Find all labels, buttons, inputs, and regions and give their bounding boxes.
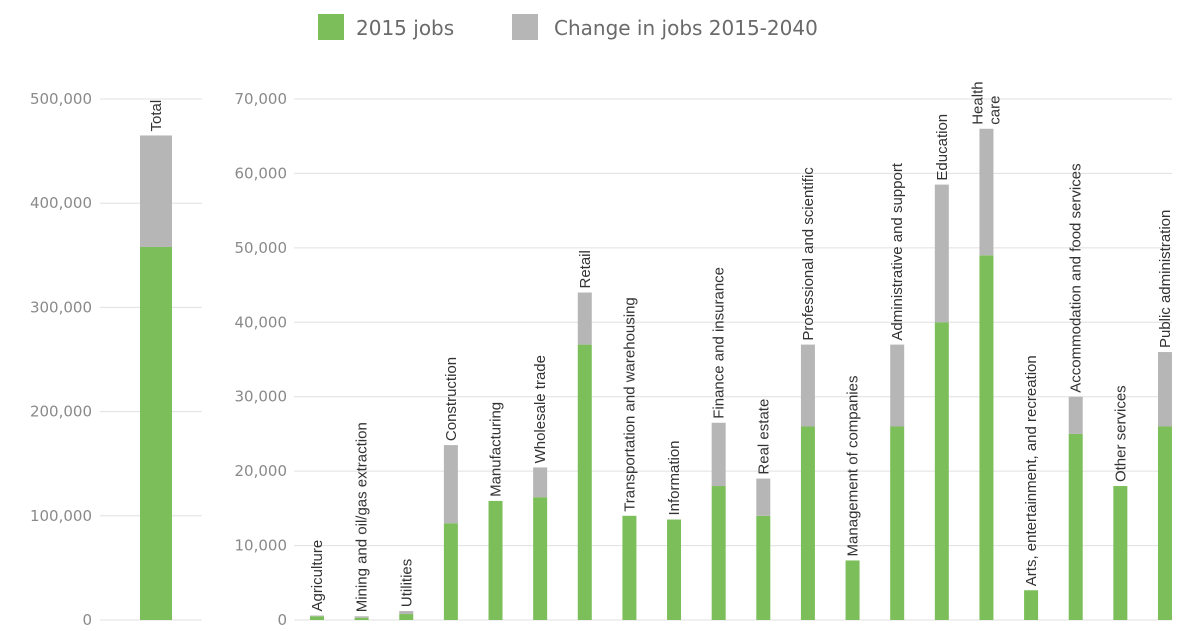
bar-agriculture-change xyxy=(310,615,324,617)
category-label-arts-entertainment-and-recreation: Arts, entertainment, and recreation xyxy=(1023,355,1040,586)
bar-public-administration-jobs-2015 xyxy=(1157,426,1172,620)
category-label-construction: Construction xyxy=(443,357,460,441)
category-label-administrative-and-support: Administrative and support xyxy=(889,162,906,340)
y-tick-label: 300,000 xyxy=(30,298,92,316)
bar-mining-and-oil-gas-extraction-jobs-2015 xyxy=(354,617,369,620)
bar-accommodation-and-food-services-change xyxy=(1068,396,1083,434)
category-label-utilities: Utilities xyxy=(398,559,415,607)
category-label-finance-and-insurance: Finance and insurance xyxy=(711,267,728,419)
bar-other-services-jobs-2015 xyxy=(1113,486,1128,620)
y-tick-label: 20,000 xyxy=(235,462,288,480)
bar-professional-and-scientific-jobs-2015 xyxy=(800,426,815,620)
legend: 2015 jobs Change in jobs 2015-2040 xyxy=(318,14,818,40)
y-tick-label: 0 xyxy=(82,611,92,629)
bar-retail-change xyxy=(577,292,592,345)
category-label-accommodation-and-food-services: Accommodation and food services xyxy=(1068,163,1085,392)
bar-real-estate-change xyxy=(756,478,771,516)
bar-wholesale-trade-jobs-2015 xyxy=(533,497,548,620)
bar-administrative-and-support-change xyxy=(890,344,905,427)
bar-manufacturing-jobs-2015 xyxy=(488,500,503,620)
y-tick-label: 50,000 xyxy=(235,239,288,257)
bar-administrative-and-support-jobs-2015 xyxy=(890,426,905,620)
bar-mining-and-oil-gas-extraction-change xyxy=(354,616,369,618)
category-label-other-services: Other services xyxy=(1112,385,1129,482)
category-label-mining-and-oil-gas-extraction: Mining and oil/gas extraction xyxy=(354,422,371,612)
category-label-transportation-and-warehousing: Transportation and warehousing xyxy=(621,297,638,512)
category-label-information: Information xyxy=(666,440,683,515)
bar-information-jobs-2015 xyxy=(667,519,682,620)
bar-accommodation-and-food-services-jobs-2015 xyxy=(1068,433,1083,620)
left-category-labels: Total xyxy=(148,100,165,132)
y-tick-label: 70,000 xyxy=(235,90,288,108)
bar-wholesale-trade-change xyxy=(533,467,548,498)
category-label-agriculture: Agriculture xyxy=(309,540,326,612)
bar-agriculture-jobs-2015 xyxy=(310,616,324,620)
y-tick-label: 30,000 xyxy=(235,388,288,406)
category-label-professional-and-scientific: Professional and scientific xyxy=(800,167,817,341)
bar-construction-change xyxy=(443,445,458,524)
bar-education-change xyxy=(934,184,949,323)
category-label-education: Education xyxy=(934,114,951,181)
right-grid xyxy=(294,98,1172,621)
left-bars xyxy=(140,135,172,621)
bar-professional-and-scientific-change xyxy=(800,344,815,427)
bar-total-jobs-2015 xyxy=(140,246,172,621)
legend-swatch-change xyxy=(512,14,538,40)
category-label-health-care-2: care xyxy=(986,96,1003,125)
bar-management-of-companies-jobs-2015 xyxy=(845,560,860,620)
category-label-management-of-companies: Management of companies xyxy=(845,376,862,557)
y-tick-label: 60,000 xyxy=(235,164,288,182)
legend-swatch-2015-jobs xyxy=(318,14,344,40)
bar-utilities-jobs-2015 xyxy=(399,614,414,620)
bar-finance-and-insurance-jobs-2015 xyxy=(711,486,726,620)
bar-health-care-change xyxy=(979,128,994,256)
bar-public-administration-change xyxy=(1157,352,1172,427)
y-tick-label: 400,000 xyxy=(30,194,92,212)
bar-health-care-jobs-2015 xyxy=(979,255,994,621)
right-bars xyxy=(310,128,1172,621)
bar-real-estate-jobs-2015 xyxy=(756,515,771,620)
y-tick-label: 100,000 xyxy=(30,507,92,525)
y-tick-label: 10,000 xyxy=(235,537,288,555)
category-label-retail: Retail xyxy=(577,250,594,288)
y-tick-label: 500,000 xyxy=(30,90,92,108)
bar-utilities-change xyxy=(399,611,414,615)
left-y-axis: 0 100,000 200,000 300,000 400,000 500,000 xyxy=(30,90,92,629)
category-label-wholesale-trade: Wholesale trade xyxy=(532,355,549,463)
category-label-total: Total xyxy=(148,100,165,132)
bar-arts-entertainment-and-recreation-jobs-2015 xyxy=(1024,590,1039,620)
right-category-labels: Agriculture Mining and oil/gas extraction… xyxy=(309,81,1174,612)
y-tick-label: 0 xyxy=(277,611,287,629)
y-tick-label: 200,000 xyxy=(30,403,92,421)
category-label-real-estate: Real estate xyxy=(755,399,772,475)
bar-finance-and-insurance-change xyxy=(711,422,726,487)
category-label-manufacturing: Manufacturing xyxy=(488,402,505,497)
right-y-axis: 0 10,000 20,000 30,000 40,000 50,000 60,000 70,… xyxy=(235,90,288,629)
bar-construction-jobs-2015 xyxy=(443,523,458,620)
legend-label-2015-jobs: 2015 jobs xyxy=(356,16,454,40)
category-label-public-administration: Public administration xyxy=(1157,210,1174,348)
y-tick-label: 40,000 xyxy=(235,313,288,331)
bar-total-change xyxy=(140,135,172,247)
bar-retail-jobs-2015 xyxy=(577,344,592,620)
bar-education-jobs-2015 xyxy=(934,322,949,620)
legend-label-change: Change in jobs 2015-2040 xyxy=(554,16,818,40)
bar-transportation-and-warehousing-jobs-2015 xyxy=(622,515,637,620)
category-label-health-care-1: Health xyxy=(969,81,986,124)
